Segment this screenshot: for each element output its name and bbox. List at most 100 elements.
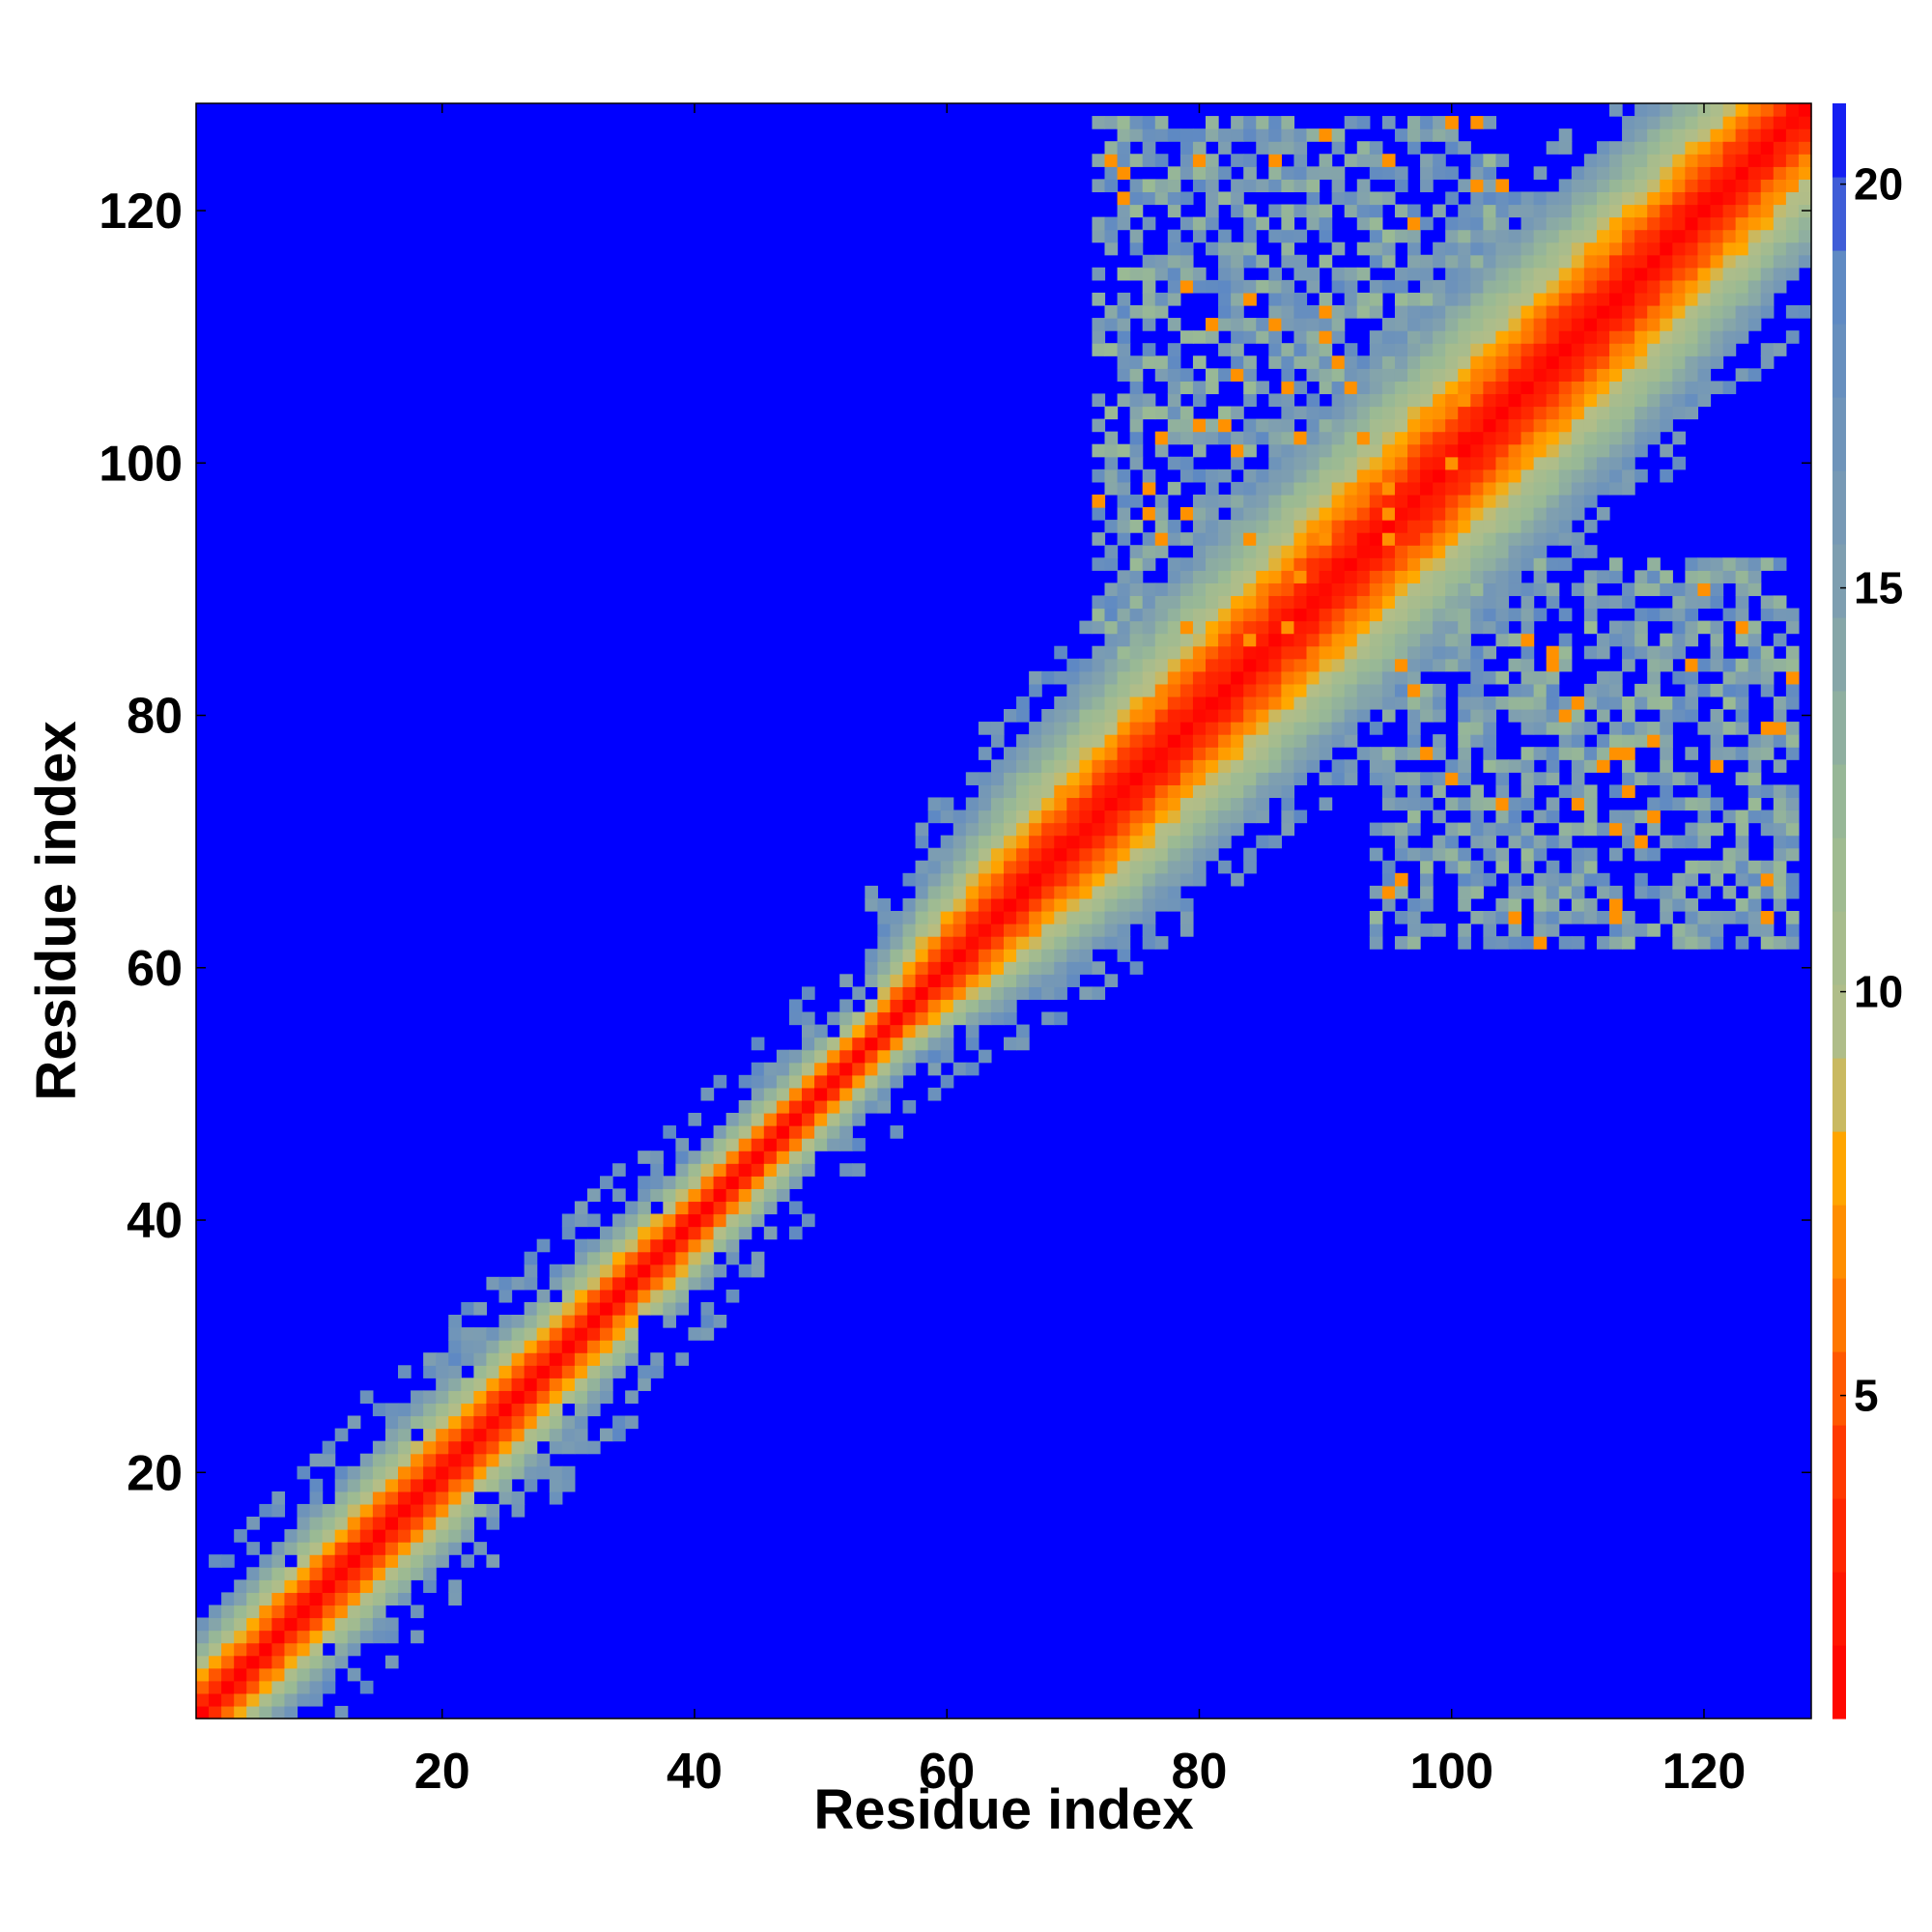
- heatmap-cell: [1129, 418, 1144, 433]
- heatmap-cell: [1344, 443, 1358, 458]
- heatmap-cell: [1129, 229, 1144, 243]
- heatmap-cell: [1760, 747, 1775, 760]
- heatmap-cell: [1622, 406, 1635, 420]
- heatmap-cell: [1066, 923, 1080, 937]
- heatmap-cell: [1571, 860, 1585, 874]
- heatmap-cell: [1129, 305, 1144, 319]
- heatmap-cell: [1231, 279, 1244, 294]
- heatmap-cell: [1660, 368, 1673, 382]
- heatmap-cell: [725, 1151, 740, 1164]
- heatmap-cell: [1117, 949, 1131, 962]
- heatmap-cell: [625, 1390, 639, 1405]
- heatmap-cell: [965, 911, 980, 924]
- heatmap-cell: [1470, 267, 1484, 281]
- heatmap-cell: [1381, 633, 1396, 647]
- heatmap-cell: [384, 1453, 399, 1467]
- heatmap-cell: [865, 1099, 878, 1114]
- heatmap-cell: [196, 1692, 210, 1707]
- heatmap-cell: [1394, 456, 1408, 470]
- heatmap-cell: [1433, 696, 1446, 710]
- heatmap-cell: [1218, 418, 1232, 433]
- heatmap-cell: [334, 1592, 349, 1606]
- heatmap-cell: [1571, 191, 1585, 206]
- heatmap-cell: [1142, 608, 1156, 622]
- heatmap-cell: [1319, 494, 1333, 508]
- heatmap-cell: [1760, 722, 1775, 735]
- heatmap-cell: [1470, 696, 1484, 710]
- heatmap-cell: [1281, 393, 1295, 408]
- heatmap-cell: [890, 1074, 904, 1089]
- heatmap-cell: [1483, 608, 1497, 622]
- heatmap-cell: [1483, 469, 1497, 483]
- heatmap-cell: [1634, 216, 1648, 231]
- heatmap-cell: [625, 1201, 639, 1215]
- heatmap-cell: [1596, 204, 1610, 218]
- heatmap-cell: [1331, 368, 1346, 382]
- heatmap-cell: [1747, 229, 1762, 243]
- heatmap-cell: [1104, 406, 1119, 420]
- heatmap-cell: [1016, 936, 1030, 950]
- colorbar-segment: [1833, 838, 1846, 912]
- heatmap-cell: [1571, 279, 1585, 294]
- heatmap-cell: [1609, 393, 1623, 408]
- heatmap-cell: [1685, 204, 1699, 218]
- heatmap-cell: [1773, 216, 1787, 231]
- heatmap-cell: [1672, 393, 1686, 408]
- heatmap-cell: [1747, 747, 1762, 760]
- heatmap-cell: [1281, 418, 1295, 433]
- heatmap-cell: [271, 1592, 286, 1606]
- heatmap-cell: [1268, 670, 1282, 685]
- heatmap-cell: [1319, 355, 1333, 369]
- heatmap-cell: [1331, 532, 1346, 546]
- heatmap-cell: [1558, 204, 1573, 218]
- heatmap-cell: [1596, 645, 1610, 660]
- heatmap-cell: [1760, 191, 1775, 206]
- heatmap-cell: [1722, 747, 1737, 760]
- heatmap-cell: [1243, 507, 1257, 521]
- heatmap-cell: [1381, 318, 1396, 331]
- heatmap-cell: [990, 810, 1005, 824]
- heatmap-cell: [915, 936, 929, 950]
- heatmap-cell: [1520, 772, 1535, 785]
- heatmap-cell: [473, 1478, 488, 1492]
- heatmap-cell: [586, 1301, 601, 1316]
- heatmap-cell: [978, 974, 992, 987]
- heatmap-cell: [1407, 393, 1421, 408]
- heatmap-cell: [309, 1617, 324, 1632]
- heatmap-cell: [1381, 885, 1396, 899]
- heatmap-cell: [1785, 835, 1800, 849]
- heatmap-cell: [1458, 532, 1471, 546]
- heatmap-cell: [1407, 683, 1421, 697]
- heatmap-cell: [1004, 747, 1017, 760]
- heatmap-cell: [1710, 797, 1724, 811]
- heatmap-cell: [1117, 443, 1131, 458]
- heatmap-cell: [309, 1491, 324, 1505]
- heatmap-cell: [1206, 279, 1219, 294]
- heatmap-cell: [1369, 305, 1383, 319]
- heatmap-cell: [1192, 381, 1207, 395]
- heatmap-cell: [1685, 330, 1699, 344]
- heatmap-cell: [1722, 216, 1737, 231]
- heatmap-cell: [1041, 936, 1055, 950]
- heatmap-cell: [1092, 608, 1106, 622]
- heatmap-cell: [1154, 406, 1169, 420]
- heatmap-cell: [309, 1642, 324, 1657]
- heatmap-cell: [1142, 254, 1156, 269]
- heatmap-cell: [1697, 141, 1712, 155]
- heatmap-cell: [865, 1037, 878, 1051]
- heatmap-cell: [600, 1365, 613, 1378]
- heatmap-cell: [1231, 620, 1244, 635]
- heatmap-cell: [1319, 670, 1333, 685]
- heatmap-cell: [738, 1264, 753, 1278]
- heatmap-cell: [524, 1315, 538, 1328]
- heatmap-cell: [1268, 633, 1282, 647]
- heatmap-cell: [1420, 481, 1434, 496]
- heatmap-cell: [1558, 481, 1573, 496]
- x-tick-label: 40: [667, 1744, 723, 1800]
- heatmap-cell: [1520, 885, 1535, 899]
- heatmap-cell: [1735, 116, 1749, 129]
- heatmap-cell: [1583, 229, 1598, 243]
- heatmap-cell: [1634, 279, 1648, 294]
- heatmap-cell: [436, 1390, 449, 1405]
